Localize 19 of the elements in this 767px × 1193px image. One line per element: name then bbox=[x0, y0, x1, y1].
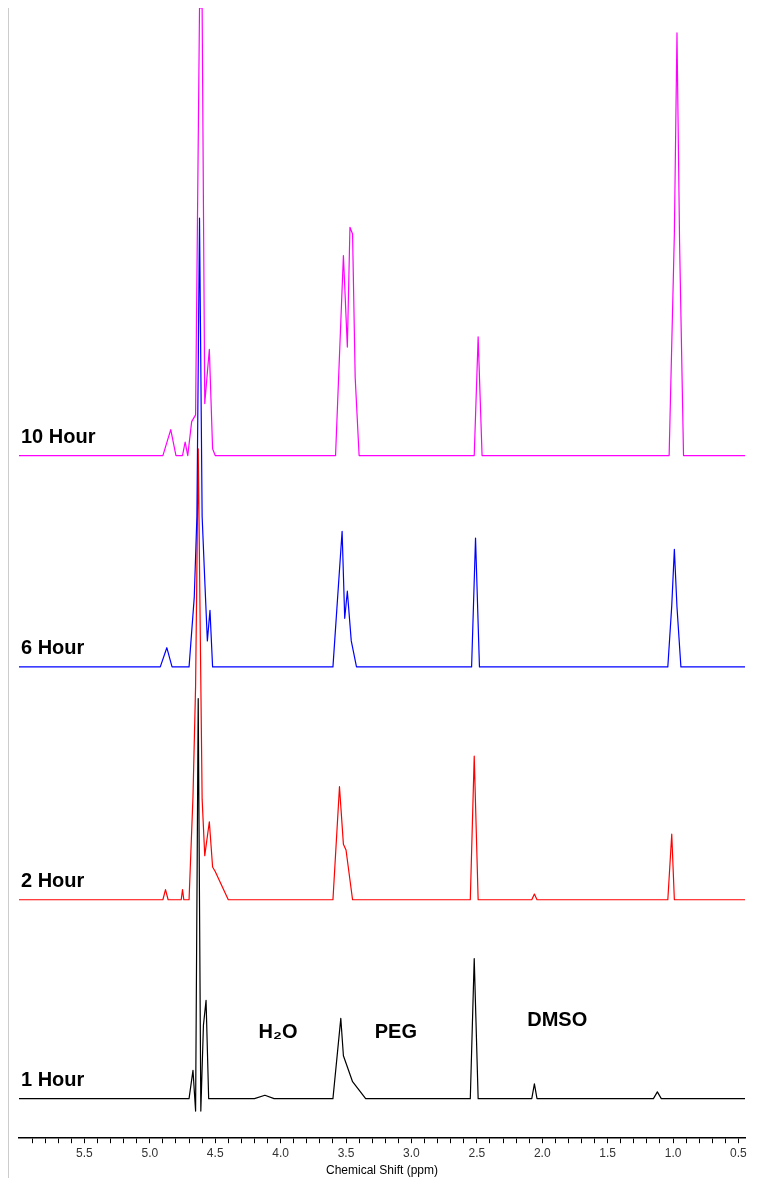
x-tick-label: 1.0 bbox=[664, 1145, 682, 1160]
x-axis-title: Chemical Shift (ppm) bbox=[325, 1163, 439, 1178]
x-tick-label: 4.5 bbox=[206, 1145, 224, 1160]
x-tick-label: 2.0 bbox=[533, 1145, 551, 1160]
series-label: 1 Hour bbox=[21, 1068, 85, 1091]
annotation: H₂O bbox=[258, 1019, 298, 1042]
x-tick-label: 5.0 bbox=[141, 1145, 159, 1160]
x-tick-label: 1.5 bbox=[599, 1145, 617, 1160]
x-tick-label: 2.5 bbox=[468, 1145, 486, 1160]
x-tick-label: 3.0 bbox=[403, 1145, 421, 1160]
annotation: DMSO bbox=[527, 1008, 588, 1031]
x-tick-label: 0.5 bbox=[730, 1145, 748, 1160]
series-label: 6 Hour bbox=[21, 636, 85, 659]
series-label: 2 Hour bbox=[21, 869, 85, 892]
series-label: 10 Hour bbox=[21, 425, 96, 448]
x-tick-label: 4.0 bbox=[272, 1145, 290, 1160]
x-tick-label: 3.5 bbox=[337, 1145, 355, 1160]
annotation: PEG bbox=[374, 1019, 417, 1042]
x-tick-label: 5.5 bbox=[76, 1145, 94, 1160]
